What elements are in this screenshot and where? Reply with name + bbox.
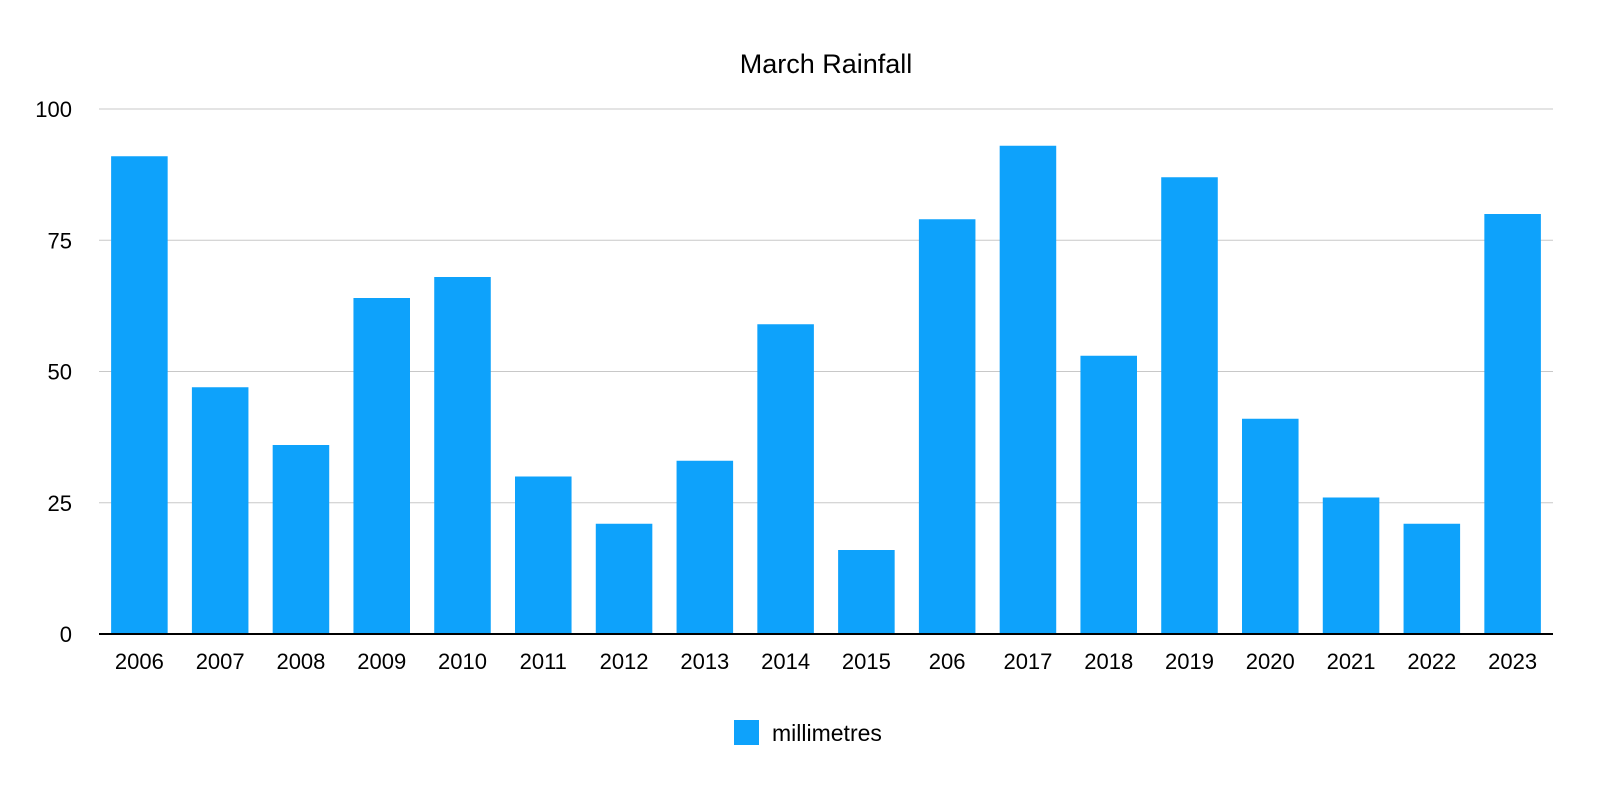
x-tick-label: 2023	[1488, 649, 1537, 674]
bar-2012	[595, 523, 653, 634]
y-axis-tick-labels: 0 25 50 75 100	[35, 97, 72, 647]
y-tick-label: 0	[60, 622, 72, 647]
bar-2017	[999, 145, 1057, 634]
bar-2014	[757, 324, 814, 634]
x-tick-label: 2015	[842, 649, 891, 674]
x-tick-label: 2020	[1246, 649, 1295, 674]
bar-2020	[1242, 418, 1299, 634]
x-tick-label: 2022	[1407, 649, 1456, 674]
bar-2011	[515, 476, 572, 634]
bar-2023	[1484, 214, 1541, 634]
y-tick-label: 100	[35, 97, 72, 122]
x-tick-label: 2010	[438, 649, 487, 674]
x-tick-label: 2019	[1165, 649, 1214, 674]
bar-2021	[1322, 497, 1380, 634]
x-tick-label: 2011	[520, 649, 567, 674]
x-tick-label: 2014	[761, 649, 810, 674]
bar-2009	[353, 298, 410, 634]
bar-2006	[111, 156, 168, 634]
gridlines	[99, 108, 1553, 504]
bar-2013	[676, 460, 734, 634]
legend-swatch	[734, 720, 759, 745]
x-tick-label: 206	[929, 649, 966, 674]
legend-label: millimetres	[772, 720, 882, 746]
bar-206	[918, 219, 976, 634]
x-tick-label: 2013	[680, 649, 729, 674]
bar-2007	[191, 387, 249, 634]
x-tick-label: 2017	[1003, 649, 1052, 674]
bar-2010	[434, 277, 491, 634]
x-tick-label: 2009	[357, 649, 406, 674]
y-tick-label: 25	[48, 491, 72, 516]
x-tick-label: 2018	[1084, 649, 1133, 674]
bar-2019	[1161, 177, 1218, 634]
legend: millimetres	[734, 720, 882, 746]
x-tick-label: 2008	[276, 649, 325, 674]
chart-title: March Rainfall	[740, 49, 913, 79]
y-tick-label: 50	[48, 360, 72, 385]
bar-2022	[1403, 523, 1461, 634]
x-tick-label: 2012	[600, 649, 649, 674]
x-tick-label: 2007	[196, 649, 245, 674]
bar-2008	[272, 445, 330, 634]
y-tick-label: 75	[48, 228, 72, 253]
x-tick-label: 2006	[115, 649, 164, 674]
bars	[111, 145, 1541, 634]
x-axis-tick-labels: 2006 2007 2008 2009 2010 2011 2012 2013 2014 2015…	[115, 649, 1537, 674]
bar-2018	[1080, 355, 1137, 634]
bar-2015	[838, 550, 895, 634]
x-tick-label: 2021	[1327, 649, 1376, 674]
